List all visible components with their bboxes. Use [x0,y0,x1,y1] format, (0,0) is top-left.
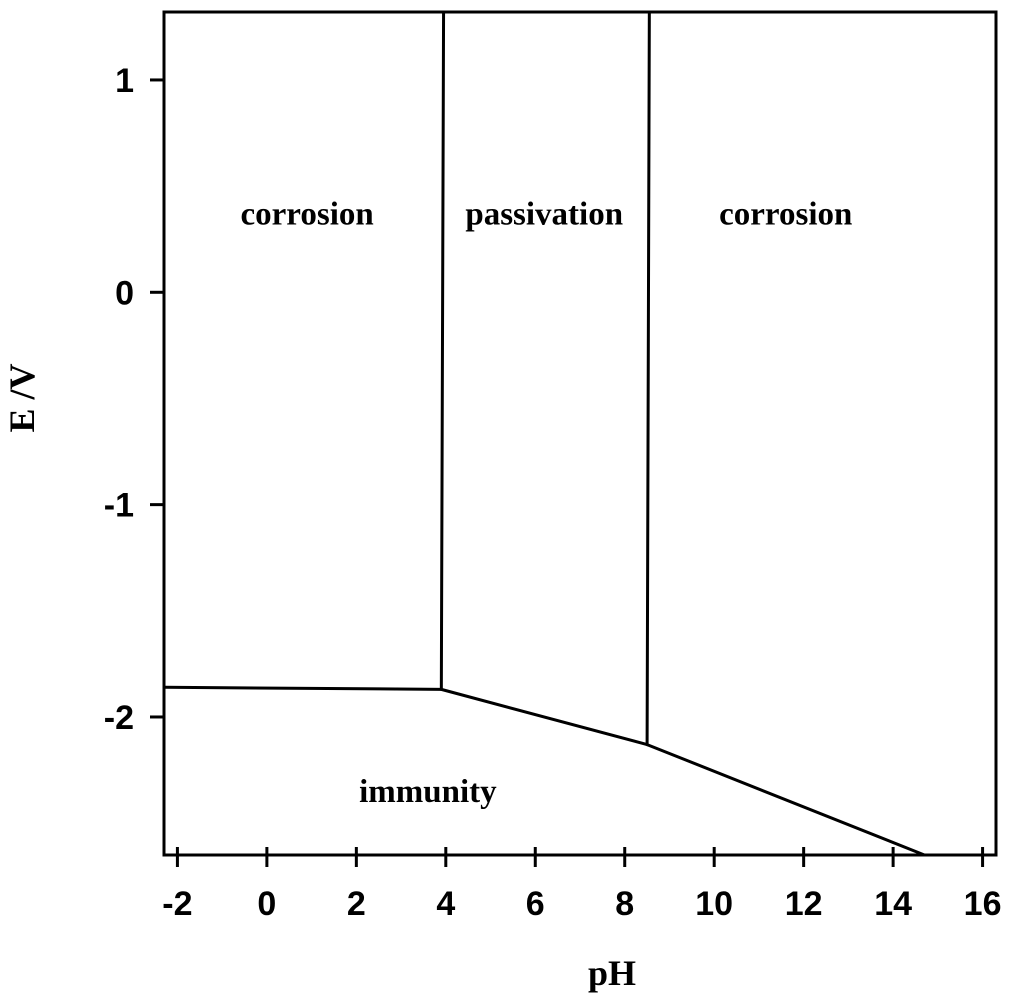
y-axis-title: E /V [2,363,42,432]
x-tick-label: 6 [526,885,545,923]
x-tick-label: 2 [347,885,366,923]
x-tick-label: 16 [964,885,1002,923]
boundary-passivation-corrosion [645,10,651,747]
boundary-corrosion-passivation [439,10,446,691]
boundary-immunity-passivation [439,687,649,747]
x-tick-label: 10 [695,885,733,923]
boundary-immunity-acid [162,685,443,691]
y-tick-label: 0 [115,274,134,312]
region-passivation-label: passivation [465,196,623,232]
region-labels: corrosion passivation corrosion immunity [241,196,853,810]
y-axis-ticks: 1 0 -1 -2 [104,62,164,737]
region-corrosion-acid-label: corrosion [241,196,374,232]
x-axis-title: pH [588,953,636,993]
plot-frame [162,10,998,857]
phase-boundaries [162,10,926,857]
y-tick-label: -1 [104,487,134,525]
y-tick-label: -2 [104,699,134,737]
x-axis-ticks: -2 0 2 4 6 8 10 12 14 16 [162,847,1001,923]
x-tick-label: 14 [874,885,912,923]
x-tick-label: 12 [785,885,823,923]
x-tick-label: 8 [615,885,634,923]
x-tick-label: -2 [162,885,192,923]
region-immunity-label: immunity [359,774,497,810]
boundary-immunity-alkaline [645,743,926,857]
region-corrosion-alkaline-label: corrosion [719,196,852,232]
x-tick-label: 4 [436,885,455,923]
y-tick-label: 1 [115,62,134,100]
x-tick-label: 0 [257,885,276,923]
